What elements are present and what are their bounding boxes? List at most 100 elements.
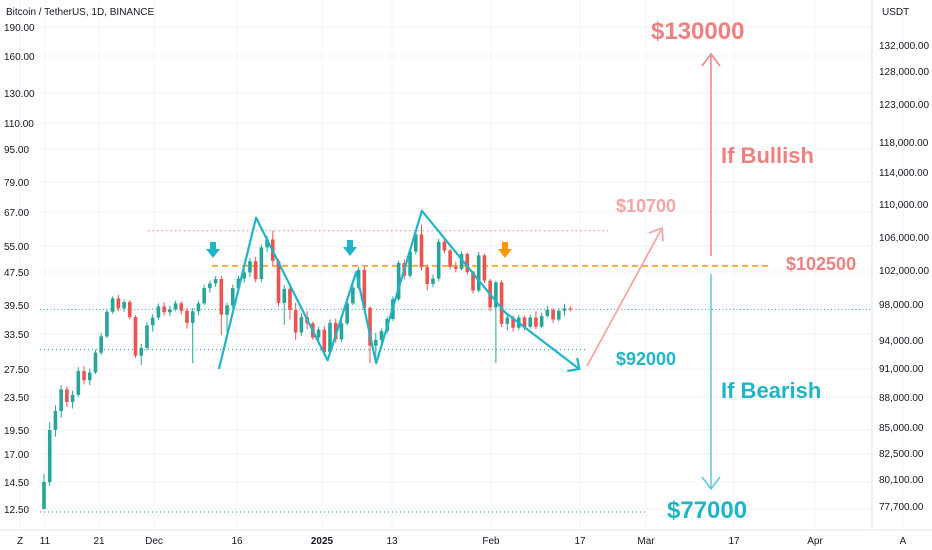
candle (465, 252, 470, 275)
candle (87, 368, 92, 386)
candle-body (202, 288, 206, 304)
right-tick-label: 110,000.00 (879, 200, 929, 211)
candle (551, 307, 555, 323)
candle-body (345, 303, 349, 324)
candle-body (551, 309, 555, 320)
right-price-axis[interactable]: 132,000.00 128,000.00 123,000.00 118,000.00… (879, 41, 929, 513)
candle (99, 333, 103, 355)
right-tick-label: 114,000.00 (879, 168, 929, 179)
candle-body (282, 288, 287, 303)
right-tick-label: 102,000.00 (879, 266, 929, 277)
candle-body (339, 323, 344, 340)
candle-body (248, 261, 252, 273)
candle-body (145, 325, 149, 348)
right-tick-label: 132,000.00 (879, 41, 929, 52)
candle (419, 224, 424, 271)
candle (179, 301, 184, 315)
candle-body (482, 255, 487, 281)
candle (425, 264, 430, 291)
candle (82, 366, 86, 385)
candle-body (150, 317, 155, 326)
right-tick-label: 118,000.00 (879, 138, 929, 149)
candle (322, 325, 327, 356)
candle-body (93, 352, 98, 373)
candle (42, 474, 46, 509)
candle-body (53, 411, 58, 430)
candle-body (196, 303, 201, 312)
candle (288, 285, 292, 320)
resistance-level-label: $10700 (616, 196, 676, 216)
candle-body (454, 266, 458, 269)
candle-body (316, 329, 321, 338)
left-tick-label: 79.00 (4, 178, 29, 189)
right-tick-label: 80,100.00 (879, 475, 924, 486)
candle-body (225, 305, 229, 315)
left-tick-label: 12.50 (4, 505, 29, 516)
candle-body (128, 302, 132, 318)
candle-body (253, 261, 258, 280)
candle (53, 405, 58, 437)
candle-body (105, 311, 109, 337)
candle (345, 300, 349, 326)
candle-body (368, 307, 372, 346)
bear-target-label: $77000 (667, 497, 747, 524)
candle (562, 303, 567, 316)
candle-body (59, 389, 63, 412)
left-tick-label: 27.50 (4, 365, 29, 376)
candle-body (476, 255, 481, 291)
candle (557, 308, 561, 322)
left-tick-label: 39.50 (4, 301, 29, 312)
bull-scenario-label: If Bullish (721, 143, 814, 168)
candle-body (379, 331, 384, 340)
candle (116, 295, 121, 312)
support-level-label: $92000 (616, 349, 676, 369)
time-tick-label: 17 (574, 536, 586, 547)
candle-body (539, 316, 544, 327)
candle-body (219, 279, 224, 315)
left-tick-label: 14.50 (4, 478, 29, 489)
candle (396, 260, 401, 301)
candle-body (333, 322, 338, 340)
currency-label[interactable]: USDT (882, 7, 909, 18)
bull-target-label: $130000 (651, 18, 744, 45)
right-tick-label: 98,000.00 (879, 300, 924, 311)
right-tick-label: 82,500.00 (879, 449, 924, 460)
bear-arrow-head (701, 476, 721, 491)
time-tick-label: A (900, 536, 907, 547)
candle (282, 285, 287, 325)
candle (476, 251, 481, 293)
right-shoulder-marker-icon-head (343, 247, 357, 256)
time-tick-label: Feb (482, 536, 500, 547)
annotations: $130000 If Bullish If Bearish $77000 $10700 $… (586, 18, 856, 524)
candle-body (265, 239, 269, 248)
candle (93, 349, 98, 374)
candle (299, 313, 304, 336)
left-tick-label: 160.00 (4, 52, 35, 63)
candle-body (511, 317, 515, 328)
time-axis[interactable]: Z 11 21 Dec 16 2025 13 Feb 17 Mar 17 Apr A (17, 536, 907, 547)
right-tick-label: 106,000.00 (879, 233, 929, 244)
candle (276, 259, 281, 307)
candle-body (499, 282, 504, 324)
candle-body (230, 288, 235, 306)
bull-projection-arrow (586, 229, 662, 367)
candle-body (419, 234, 424, 268)
candle-body (162, 306, 166, 313)
candle-body (414, 234, 418, 252)
left-shoulder-marker-icon-stem (210, 242, 216, 249)
candle-body (534, 317, 538, 327)
candle-body (293, 309, 298, 333)
time-tick-label: Dec (145, 536, 163, 547)
time-tick-label: 11 (40, 536, 51, 547)
left-price-axis[interactable]: 190.00 160.00 130.00 110.00 95.00 79.00 67.00 5… (4, 23, 35, 516)
bear-scenario-label: If Bearish (721, 378, 821, 403)
candle-body (242, 272, 246, 279)
candle-body (76, 371, 81, 395)
candle (168, 305, 172, 317)
candle (139, 343, 144, 365)
left-tick-label: 67.00 (4, 208, 29, 219)
candle-body (494, 282, 498, 308)
candle (59, 385, 63, 418)
